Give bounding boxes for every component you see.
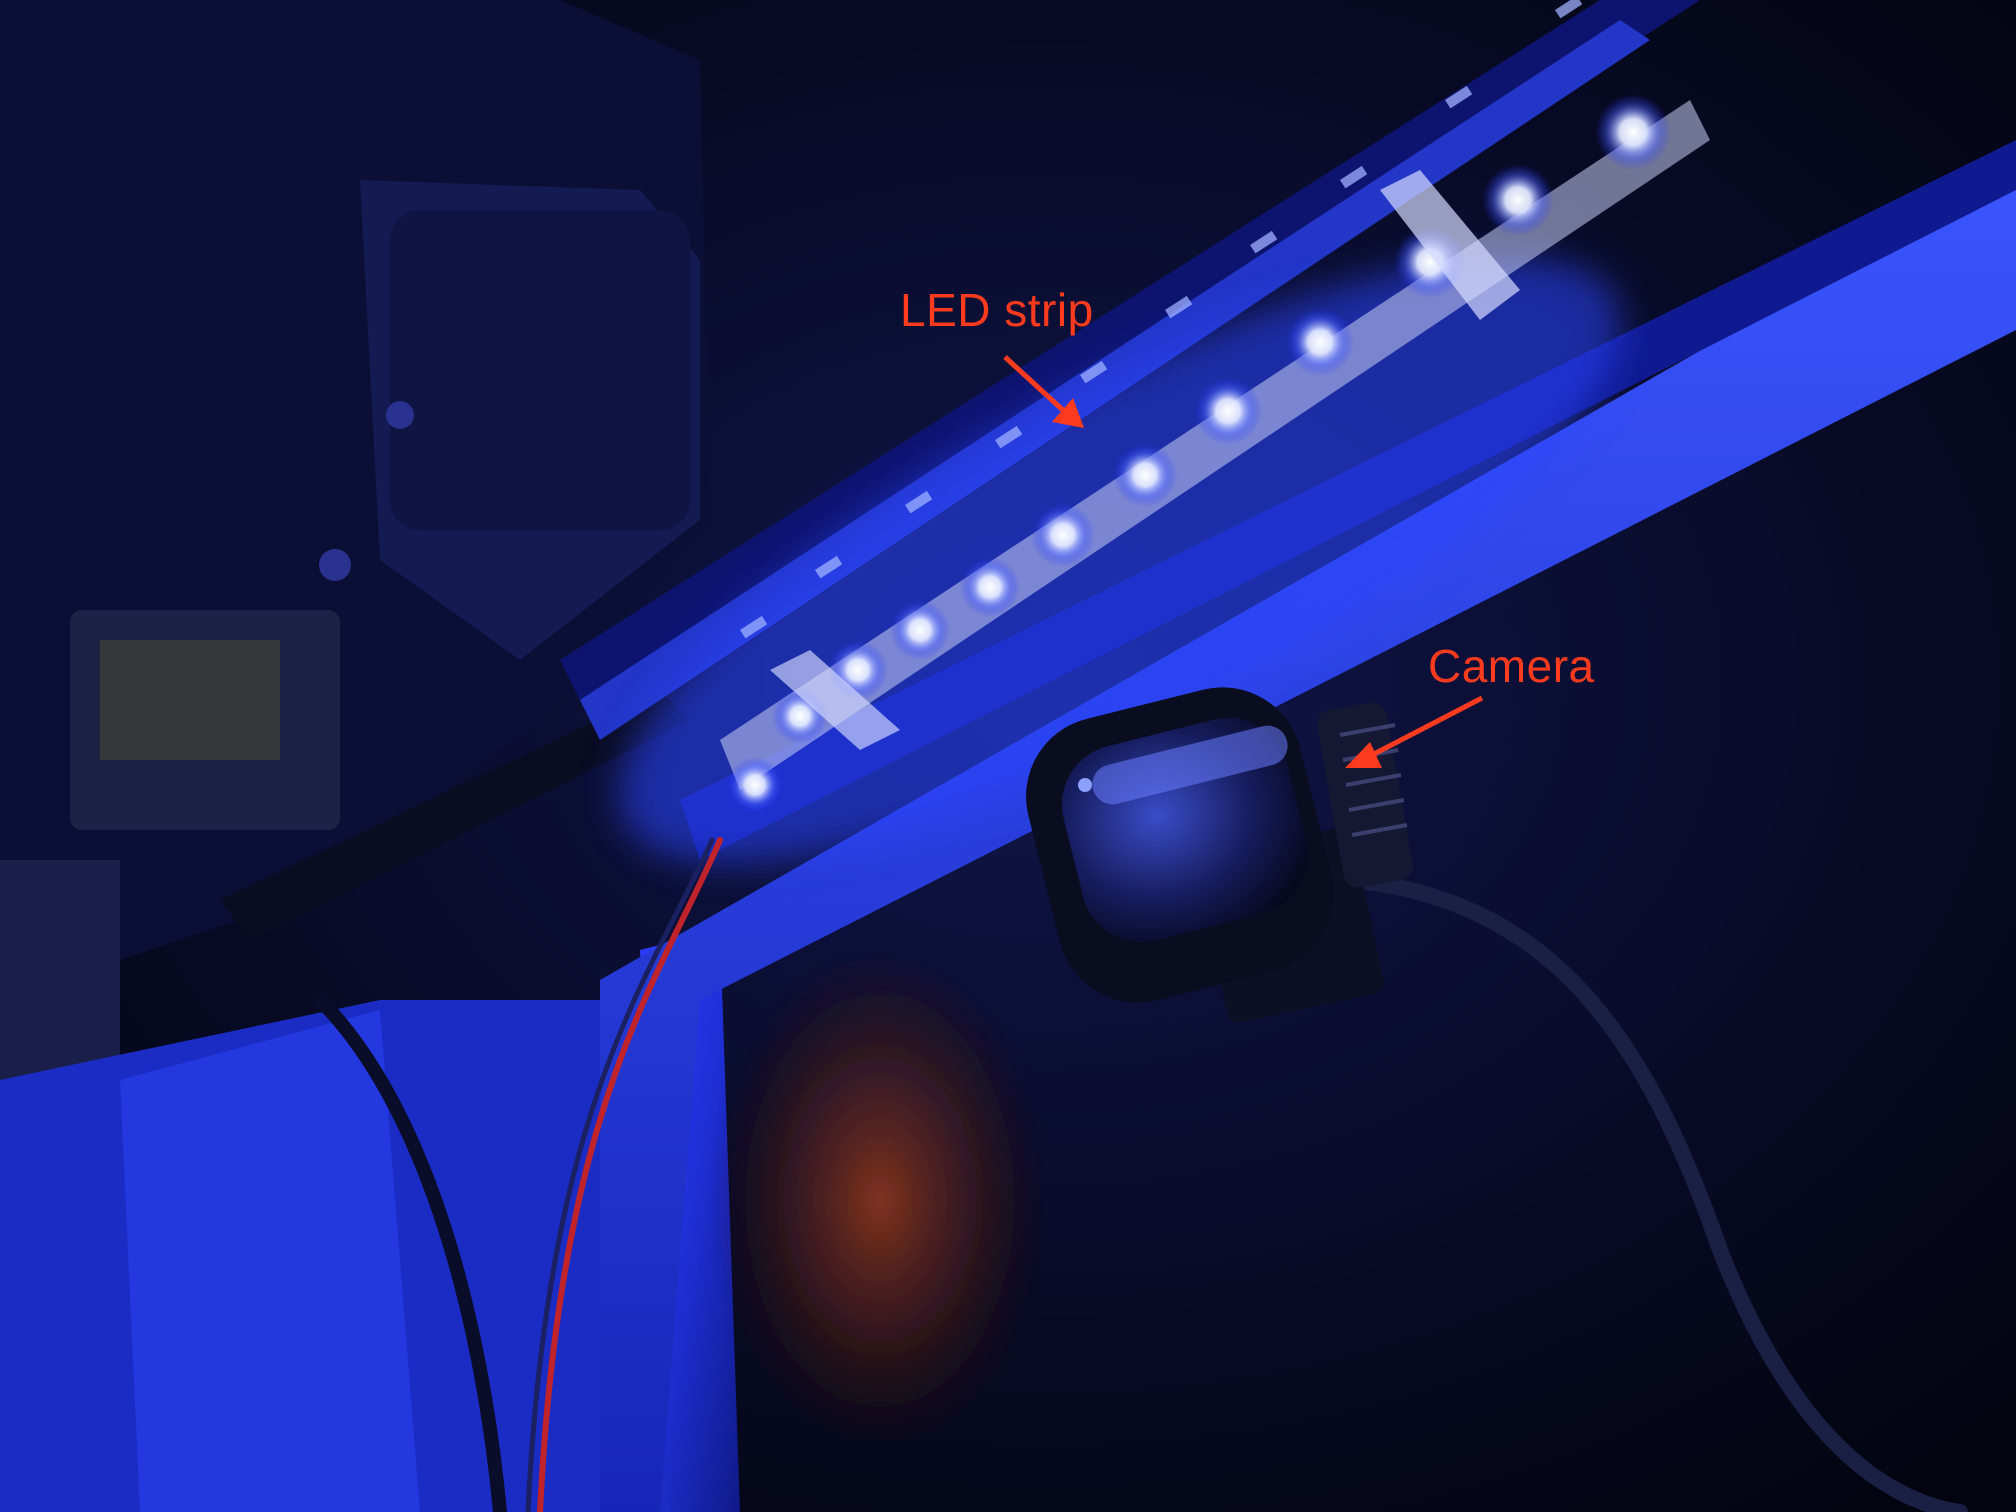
annotation-arrows	[1003, 355, 1484, 768]
camera-arrowhead	[1345, 742, 1382, 768]
led-strip-arrow	[1003, 355, 1067, 414]
led-strip-arrowhead	[1052, 398, 1084, 428]
cable-icon	[313, 837, 1968, 1512]
printer-mechanism	[0, 0, 710, 1120]
camera-label: Camera	[1428, 640, 1595, 692]
led-strip-icon	[720, 0, 1710, 813]
camera-arrow	[1370, 695, 1484, 758]
led-strip-leds	[727, 94, 1671, 813]
led-strip-label: LED strip	[900, 284, 1094, 336]
background-figure	[710, 940, 1050, 1460]
